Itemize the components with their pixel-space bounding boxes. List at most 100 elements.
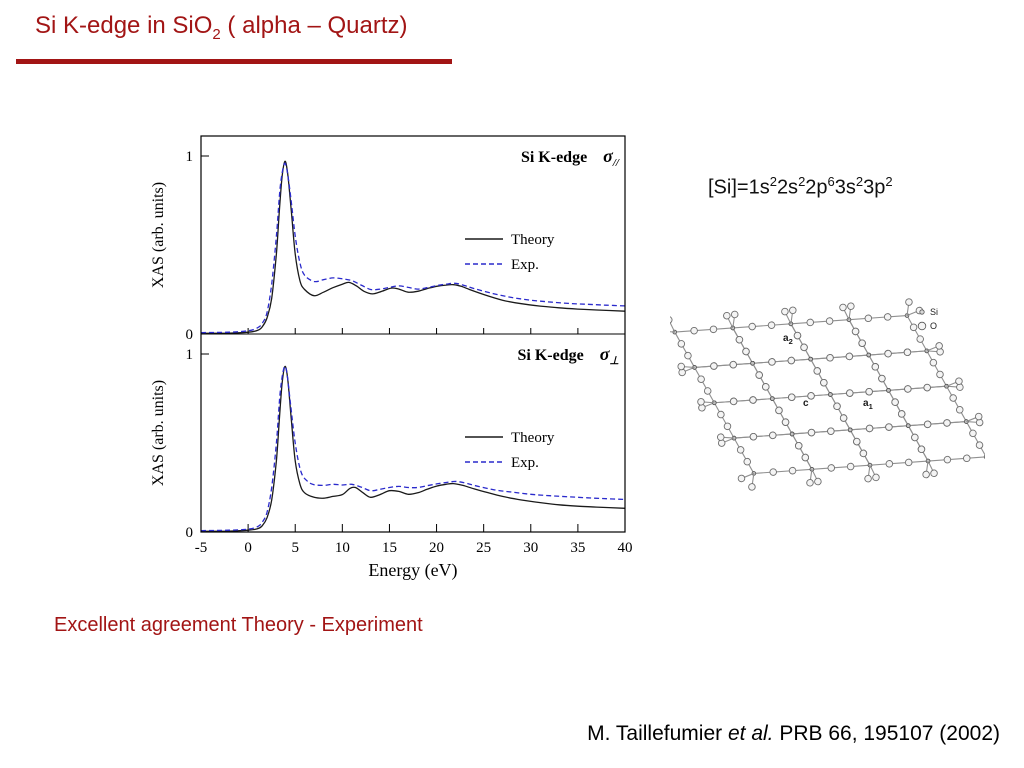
silicon-atom bbox=[770, 396, 775, 401]
oxygen-atom bbox=[737, 474, 746, 483]
oxygen-atom bbox=[930, 469, 938, 478]
econfig-superscript: 6 bbox=[827, 174, 835, 189]
oxygen-atom bbox=[710, 362, 718, 370]
oxygen-atom bbox=[748, 483, 756, 491]
oxygen-atom bbox=[775, 406, 783, 415]
oxygen-atom bbox=[743, 457, 751, 466]
oxygen-atom bbox=[729, 397, 738, 406]
oxygen-atom bbox=[923, 420, 932, 429]
econfig-superscript: 2 bbox=[798, 174, 806, 189]
oxygen-atom bbox=[801, 453, 810, 462]
oxygen-atom bbox=[729, 360, 737, 369]
oxygen-atom bbox=[703, 387, 712, 395]
oxygen-atom bbox=[677, 362, 685, 371]
oxygen-atom bbox=[839, 303, 847, 312]
silicon-atom bbox=[905, 423, 911, 429]
y-tick-label: 0 bbox=[186, 525, 194, 541]
oxygen-atom bbox=[800, 343, 808, 352]
exp-curve-top bbox=[200, 162, 626, 334]
oxygen-atom bbox=[735, 335, 744, 344]
oxygen-atom bbox=[787, 393, 796, 402]
oxygen-atom bbox=[935, 342, 943, 350]
oxygen-atom bbox=[883, 313, 892, 321]
oxygen-atom bbox=[769, 468, 777, 476]
x-axis-label: Energy (eV) bbox=[368, 560, 457, 581]
econfig-superscript: 2 bbox=[885, 174, 893, 189]
oxygen-atom bbox=[911, 433, 919, 442]
oxygen-atom bbox=[813, 367, 822, 375]
citation-pre: M. Taillefumier bbox=[587, 722, 728, 745]
oxygen-atom bbox=[768, 358, 776, 366]
oxygen-atom bbox=[974, 412, 983, 421]
silicon-atom bbox=[983, 454, 989, 460]
oxygen-atom bbox=[807, 392, 815, 400]
x-tick-label: 25 bbox=[476, 540, 491, 556]
oxygen-atom bbox=[846, 389, 854, 397]
oxygen-atom bbox=[904, 385, 912, 393]
y-tick-label: 1 bbox=[186, 347, 194, 363]
quartz-lattice-image: a2 c a1 Si O bbox=[657, 298, 1004, 491]
oxygen-atom bbox=[865, 387, 873, 396]
oxygen-atom bbox=[825, 317, 834, 325]
silicon-atom bbox=[866, 352, 872, 358]
oxygen-atom bbox=[943, 419, 951, 427]
crystal-axis-label: a2 bbox=[783, 333, 793, 346]
econfig-term: 3s bbox=[834, 176, 856, 199]
citation: M. Taillefumier et al. PRB 66, 195107 (2… bbox=[587, 722, 1000, 746]
oxygen-atom bbox=[767, 321, 776, 329]
oxygen-atom bbox=[807, 428, 816, 437]
oxygen-atom bbox=[769, 431, 777, 440]
x-tick-label: 15 bbox=[382, 540, 397, 556]
oxygen-atom bbox=[788, 466, 797, 475]
xas-chart: XAS (arb. units) 0 1 Si K-edge σ// Theory Exp… bbox=[150, 135, 633, 581]
oxygen-atom bbox=[781, 307, 789, 316]
oxygen-atom bbox=[736, 446, 745, 454]
silicon-atom bbox=[750, 360, 755, 366]
oxygen-atom bbox=[859, 449, 868, 458]
oxygen-atom bbox=[936, 370, 944, 379]
econfig-superscript: 2 bbox=[855, 174, 864, 189]
oxygen-atom bbox=[929, 358, 938, 367]
oxygen-atom bbox=[709, 325, 718, 334]
oxygen-atom bbox=[723, 422, 732, 431]
oxygen-atom bbox=[903, 348, 912, 357]
o-legend-marker bbox=[917, 321, 927, 331]
econfig-term: 2s bbox=[776, 176, 799, 199]
oxygen-atom bbox=[806, 318, 814, 327]
oxygen-atom bbox=[922, 470, 930, 479]
oxygen-atom bbox=[793, 331, 802, 340]
y-axis-label: XAS (arb. units) bbox=[150, 182, 167, 288]
crystal-structure-figure: a2 c a1 Si O bbox=[657, 285, 1004, 500]
citation-post: PRB 66, 195107 (2002) bbox=[773, 722, 1000, 745]
slide-title: Si K-edge in SiO2 ( alpha – Quartz) bbox=[35, 12, 408, 43]
oxygen-atom bbox=[905, 298, 913, 306]
y-axis-label: XAS (arb. units) bbox=[150, 380, 167, 486]
oxygen-atom bbox=[845, 352, 854, 361]
oxygen-atom bbox=[956, 406, 964, 414]
oxygen-atom bbox=[665, 316, 673, 324]
x-tick-label: 35 bbox=[570, 540, 585, 556]
silicon-atom bbox=[808, 356, 813, 362]
oxygen-atom bbox=[827, 464, 836, 472]
silicon-atom bbox=[789, 431, 795, 437]
oxygen-atom bbox=[884, 349, 892, 358]
oxygen-atom bbox=[943, 455, 952, 464]
panel-title: Si K-edge σ⊥ bbox=[517, 344, 619, 367]
title-subscript: 2 bbox=[212, 25, 221, 43]
oxygen-atom bbox=[885, 460, 894, 468]
lattice bbox=[657, 298, 1004, 491]
silicon-atom bbox=[886, 388, 891, 393]
silicon-atom bbox=[924, 348, 930, 354]
oxygen-atom bbox=[853, 437, 861, 446]
oxygen-atom bbox=[923, 383, 931, 392]
theory-curve-top bbox=[200, 160, 626, 334]
oxygen-atom bbox=[749, 432, 758, 441]
oxygen-atom bbox=[897, 410, 906, 418]
silicon-atom bbox=[847, 427, 853, 433]
silicon-atom bbox=[828, 392, 833, 397]
oxygen-atom bbox=[684, 351, 692, 360]
oxygen-atom bbox=[827, 427, 835, 435]
oxygen-atom bbox=[826, 354, 834, 362]
oxygen-atom bbox=[846, 462, 855, 471]
